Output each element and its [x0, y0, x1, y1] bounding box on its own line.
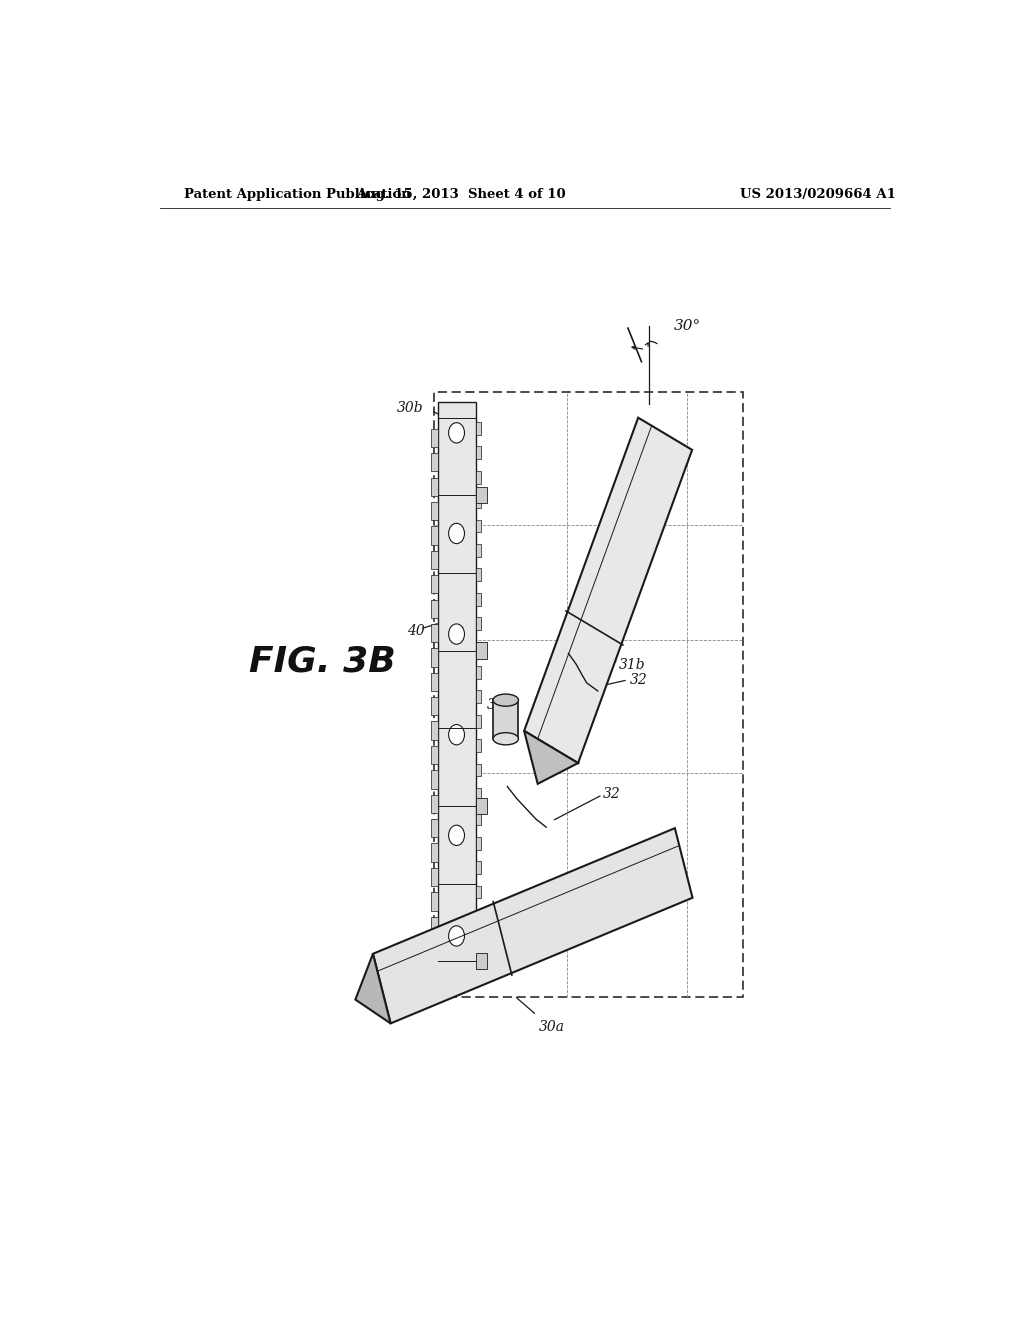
Bar [475, 812, 480, 825]
Bar [475, 422, 480, 434]
Bar [475, 487, 486, 503]
Bar [475, 520, 480, 532]
Bar [475, 763, 480, 776]
Bar [431, 818, 437, 837]
Bar [475, 861, 480, 874]
Bar [475, 667, 480, 678]
Text: Aug. 15, 2013  Sheet 4 of 10: Aug. 15, 2013 Sheet 4 of 10 [356, 189, 566, 202]
Bar [431, 867, 437, 886]
Bar [475, 886, 480, 899]
Bar [475, 690, 480, 704]
Text: US 2013/0209664 A1: US 2013/0209664 A1 [740, 189, 896, 202]
Polygon shape [524, 731, 579, 784]
Bar [431, 624, 437, 643]
Bar [431, 527, 437, 545]
Polygon shape [355, 954, 390, 1023]
Bar [475, 643, 486, 659]
Bar [431, 843, 437, 862]
Bar [431, 771, 437, 788]
Bar [431, 576, 437, 594]
Circle shape [449, 825, 465, 846]
Bar [475, 788, 480, 801]
Polygon shape [373, 828, 692, 1023]
Bar [494, 700, 518, 739]
Text: 32: 32 [630, 673, 647, 686]
Text: Patent Application Publication: Patent Application Publication [183, 189, 411, 202]
Circle shape [449, 725, 465, 744]
Text: 31a: 31a [486, 698, 513, 713]
Bar [431, 916, 437, 935]
Polygon shape [524, 417, 692, 763]
Bar [431, 502, 437, 520]
Bar [431, 550, 437, 569]
Bar [433, 392, 743, 997]
Text: 32: 32 [602, 787, 621, 801]
Bar [475, 935, 480, 948]
Bar [431, 746, 437, 764]
Bar [431, 965, 437, 983]
Bar [431, 892, 437, 911]
Bar [431, 599, 437, 618]
Text: 30°: 30° [674, 319, 701, 333]
Bar [475, 739, 480, 752]
Bar [475, 714, 480, 727]
Bar [437, 403, 475, 987]
Bar [475, 797, 486, 814]
Bar [431, 648, 437, 667]
Bar [475, 446, 480, 459]
Bar [436, 395, 740, 994]
Bar [431, 795, 437, 813]
Bar [431, 429, 437, 447]
Ellipse shape [494, 694, 518, 706]
Text: 30b: 30b [396, 401, 423, 416]
Bar [431, 722, 437, 739]
Ellipse shape [494, 733, 518, 744]
Circle shape [449, 523, 465, 544]
Bar [475, 593, 480, 606]
Circle shape [449, 925, 465, 946]
Bar [431, 478, 437, 496]
Bar [475, 909, 480, 923]
Bar [475, 495, 480, 508]
Bar [475, 958, 480, 972]
Text: 40: 40 [408, 624, 425, 638]
Circle shape [449, 422, 465, 444]
Bar [475, 618, 480, 630]
Bar [431, 453, 437, 471]
Text: FIG. 3B: FIG. 3B [249, 644, 396, 678]
Bar [431, 697, 437, 715]
Bar [475, 837, 480, 850]
Text: 31b: 31b [618, 657, 645, 672]
Bar [475, 569, 480, 581]
Bar [475, 642, 480, 655]
Bar [475, 953, 486, 969]
Bar [431, 941, 437, 960]
Bar [475, 544, 480, 557]
Bar [475, 471, 480, 483]
Circle shape [449, 624, 465, 644]
Text: 30a: 30a [539, 1020, 565, 1035]
Bar [431, 673, 437, 690]
